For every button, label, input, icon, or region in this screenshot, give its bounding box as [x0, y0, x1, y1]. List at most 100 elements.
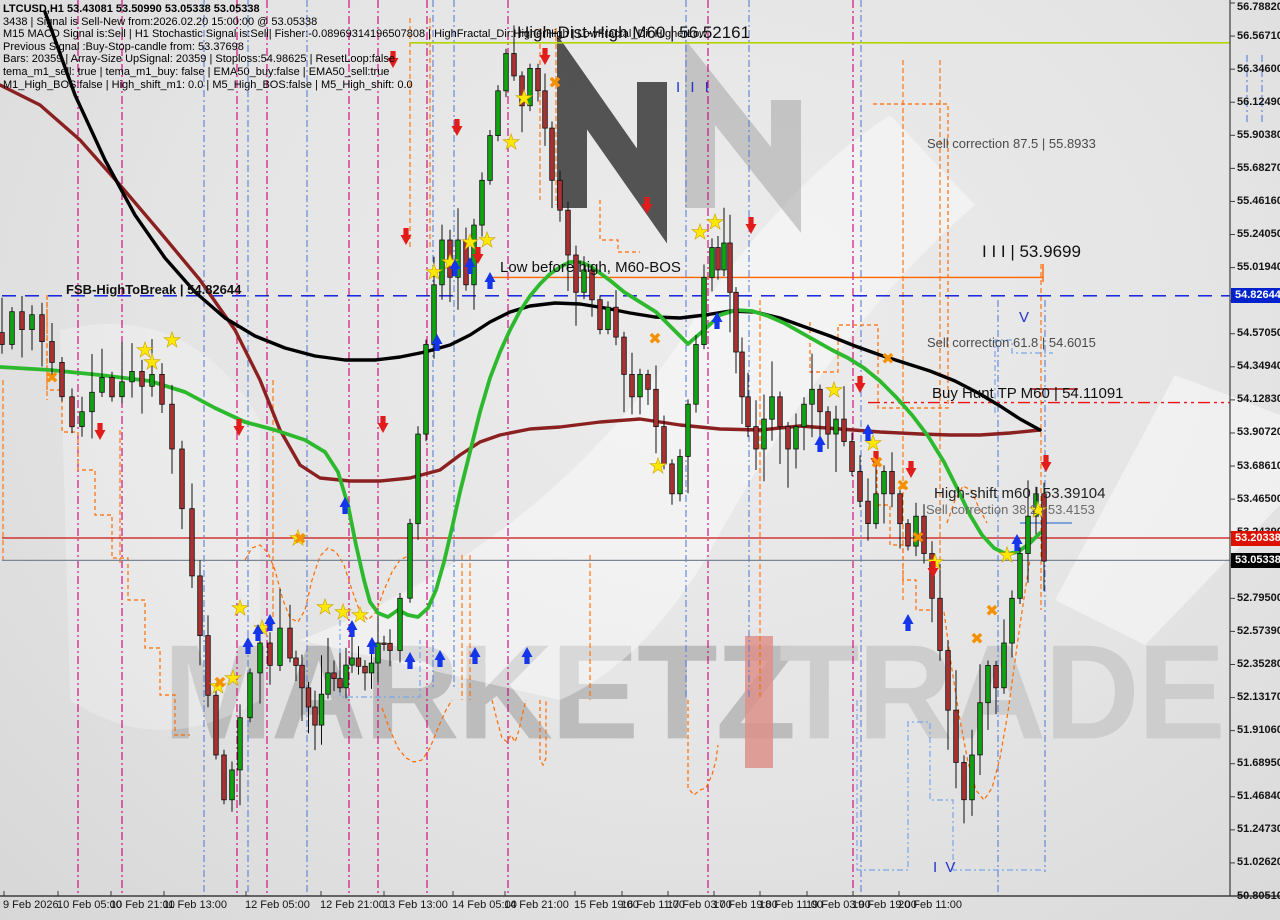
price-axis-label: 51.91060	[1237, 724, 1280, 737]
candle-bear	[299, 664, 305, 689]
candle-bear	[849, 441, 855, 472]
candle-bear	[589, 269, 595, 301]
trailing-stop-line	[943, 559, 1031, 802]
candle-bear	[109, 376, 115, 398]
candle-bear	[817, 388, 823, 413]
candle-bull	[229, 769, 235, 801]
candle-bull	[793, 426, 799, 450]
candle-bull	[527, 68, 533, 107]
time-axis-label[interactable]: 17 Feb 03:00	[667, 899, 732, 911]
candle-bull	[375, 642, 381, 664]
candle-bull	[769, 396, 775, 420]
candle-bear	[169, 403, 175, 450]
candle-bull	[277, 627, 283, 666]
candle-bull	[129, 370, 135, 383]
candle-bull	[237, 717, 243, 771]
sell-arrow-icon	[387, 51, 399, 68]
candle-bull	[495, 90, 501, 137]
candle-bear	[921, 515, 927, 554]
candle-bear	[337, 678, 343, 689]
star-signal-icon: ★	[224, 667, 243, 690]
time-axis-label[interactable]: 9 Feb 2026	[3, 899, 59, 911]
candle-bull	[368, 662, 375, 674]
candle-bear	[511, 53, 517, 77]
time-axis-label[interactable]: 12 Feb 21:00	[320, 899, 385, 911]
candle-bull	[397, 597, 403, 651]
chart-annotation-sell-correction-875[interactable]: Sell correction 87.5 | 55.8933	[927, 136, 1096, 151]
buy-arrow-icon	[862, 424, 874, 441]
price-axis-label: 52.57390	[1237, 624, 1280, 637]
chart-annotation-high-shift-m60[interactable]: High-shift m60 | 53.39104	[934, 485, 1106, 502]
chart-annotation-buy-hunt-tp[interactable]: Buy Hunt TP M60 | 54.11091	[932, 385, 1124, 402]
watermark-chevron	[1055, 375, 1280, 645]
chart-annotation-low-before-high[interactable]: Low before high, M60-BOS	[500, 259, 681, 276]
chart-annotation-sell-correction-618[interactable]: Sell correction 61.8 | 54.6015	[927, 335, 1096, 350]
candle-bear	[362, 665, 368, 674]
time-axis-label[interactable]: 10 Feb 21:00	[110, 899, 175, 911]
time-axis-label[interactable]: 13 Feb 13:00	[383, 899, 448, 911]
chart-annotation-high-dist-high[interactable]: High-Dist-High M60 | 56.52161	[517, 23, 751, 42]
sell-arrow-icon	[539, 48, 551, 65]
candle-bear	[519, 75, 525, 107]
time-axis-label[interactable]: 14 Feb 05:00	[452, 899, 517, 911]
x-cross-icon: ✖	[548, 75, 561, 92]
candle-bull	[913, 515, 919, 547]
sell-arrow-icon	[641, 197, 653, 214]
candle-bear	[727, 242, 733, 293]
chart-annotation-fsb-high-to-break[interactable]: FSB-HighToBreak | 54.82644	[66, 282, 242, 297]
candle-bear	[159, 373, 165, 405]
candle-bear	[139, 370, 145, 387]
time-axis-label[interactable]: 17 Feb 19:00	[713, 899, 778, 911]
chart-annotation-roman-v[interactable]: V	[1019, 309, 1030, 326]
candle-bull	[985, 665, 991, 704]
time-axis-label[interactable]: 12 Feb 05:00	[245, 899, 310, 911]
trailing-stop-line	[946, 485, 988, 524]
candle-bull	[1009, 597, 1015, 644]
candle-bull	[9, 311, 15, 345]
time-axis-label[interactable]: 15 Feb 19:00	[574, 899, 639, 911]
candle-bull	[1025, 515, 1031, 554]
comment-line: Previous Signal :Buy-Stop-candle from: 5…	[3, 40, 244, 53]
price-axis-label: 51.02620	[1237, 856, 1280, 869]
chart-annotation-roman-iii-price[interactable]: I I I | 53.9699	[982, 242, 1081, 261]
candle-bear	[573, 254, 579, 293]
time-axis-label[interactable]: 11 Feb 13:00	[163, 899, 228, 911]
ma-black	[43, 10, 1042, 432]
price-axis-label: 54.12830	[1237, 393, 1280, 406]
candle-bear	[69, 396, 75, 428]
star-signal-icon: ★	[231, 597, 250, 620]
time-axis-label[interactable]: 14 Feb 21:00	[504, 899, 569, 911]
candle-bull	[99, 376, 105, 393]
trailing-stop-line	[687, 700, 719, 796]
price-axis-label: 56.78820	[1237, 0, 1280, 13]
time-axis-label[interactable]: 16 Feb 11:00	[621, 899, 686, 911]
sell-arrow-icon	[400, 228, 412, 245]
chart-annotation-roman-iv[interactable]: I V	[933, 859, 958, 876]
price-axis-label: 52.13170	[1237, 691, 1280, 704]
x-cross-icon: ✖	[45, 370, 58, 387]
time-axis-label[interactable]: 19 Feb 19:00	[852, 899, 917, 911]
star-signal-icon: ★	[425, 261, 444, 284]
chart-annotation-sell-correction-382[interactable]: Sell correction 38.2 | 53.4153	[926, 502, 1095, 517]
sell-arrow-icon	[233, 419, 245, 436]
buy-arrow-icon	[366, 637, 378, 654]
candle-bear	[785, 426, 791, 450]
time-axis-label[interactable]: 19 Feb 03:00	[806, 899, 871, 911]
time-axis-label[interactable]: 10 Feb 05:00	[57, 899, 122, 911]
chart-annotation-roman-iii[interactable]: I I I	[676, 79, 712, 96]
time-axis-label[interactable]: 20 Feb 11:00	[898, 899, 963, 911]
star-signal-icon: ★	[209, 675, 228, 698]
candle-bear	[312, 706, 318, 726]
candle-bull	[1001, 642, 1007, 689]
star-signal-icon: ★	[143, 351, 162, 374]
candle-bear	[39, 314, 45, 343]
buy-arrow-icon	[434, 650, 446, 667]
candle-bear	[733, 291, 739, 353]
candle-bull	[881, 470, 887, 495]
time-axis-label[interactable]: 18 Feb 11:00	[759, 899, 824, 911]
candle-bull	[809, 388, 815, 405]
candle-bear	[897, 493, 903, 525]
sell-arrow-icon	[377, 416, 389, 433]
